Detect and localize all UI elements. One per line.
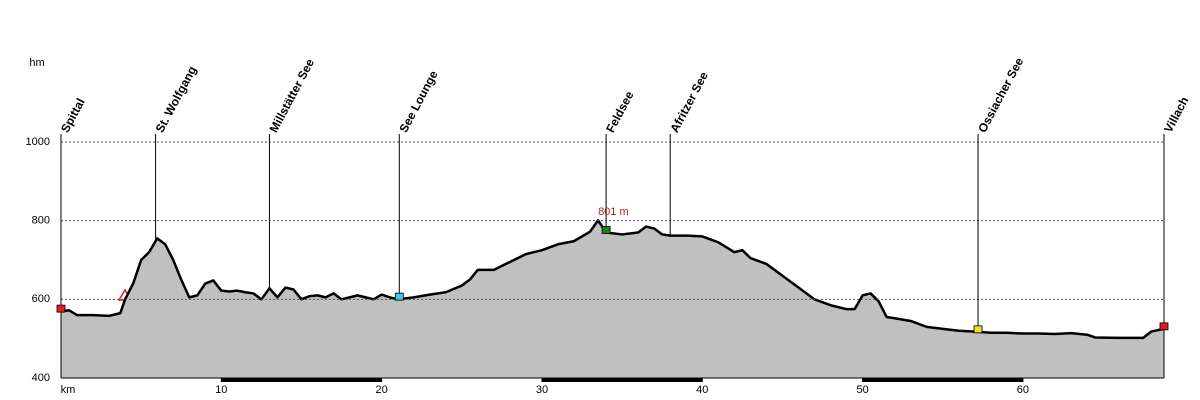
y-tick-label: 800 [32, 215, 50, 227]
x-tick-label: 60 [1017, 384, 1029, 396]
x-tick-label: 50 [856, 384, 868, 396]
waypoint-label: Ossiacher See [975, 55, 1026, 135]
waypoint-label: Afritzer See [667, 69, 711, 135]
x-tick-label: 10 [215, 384, 227, 396]
waypoint-label: Villach [1161, 94, 1191, 135]
waypoint-icon [56, 304, 66, 313]
scale-bar [221, 378, 382, 382]
x-tick-label: 30 [536, 384, 548, 396]
waypoint-label: Spittal [58, 96, 88, 135]
y-axis-label: hm [29, 57, 44, 69]
elevation-area [61, 220, 1164, 378]
waypoint-icon [394, 292, 404, 301]
elevation-line [60, 219, 1165, 340]
y-tick-label: 400 [32, 372, 50, 384]
waypoint-label: See Lounge [396, 68, 440, 135]
waypoint-icon [601, 226, 611, 234]
y-tick-label: 1000 [26, 136, 50, 148]
x-tick-label: 20 [376, 384, 388, 396]
waypoint-label: St. Wolfgang [153, 64, 200, 135]
scale-bar [541, 378, 703, 382]
waypoint-label: Millstätter See [267, 56, 318, 135]
x-axis-label: km [61, 384, 76, 396]
max-label: 801 m [598, 206, 629, 218]
x-tick-label: 40 [696, 384, 708, 396]
waypoint-icon [1159, 322, 1169, 331]
waypoint-icon [973, 325, 983, 334]
y-tick-label: 600 [32, 293, 50, 305]
scale-bar [862, 378, 1023, 382]
waypoint-label: Feldsee [603, 89, 636, 135]
